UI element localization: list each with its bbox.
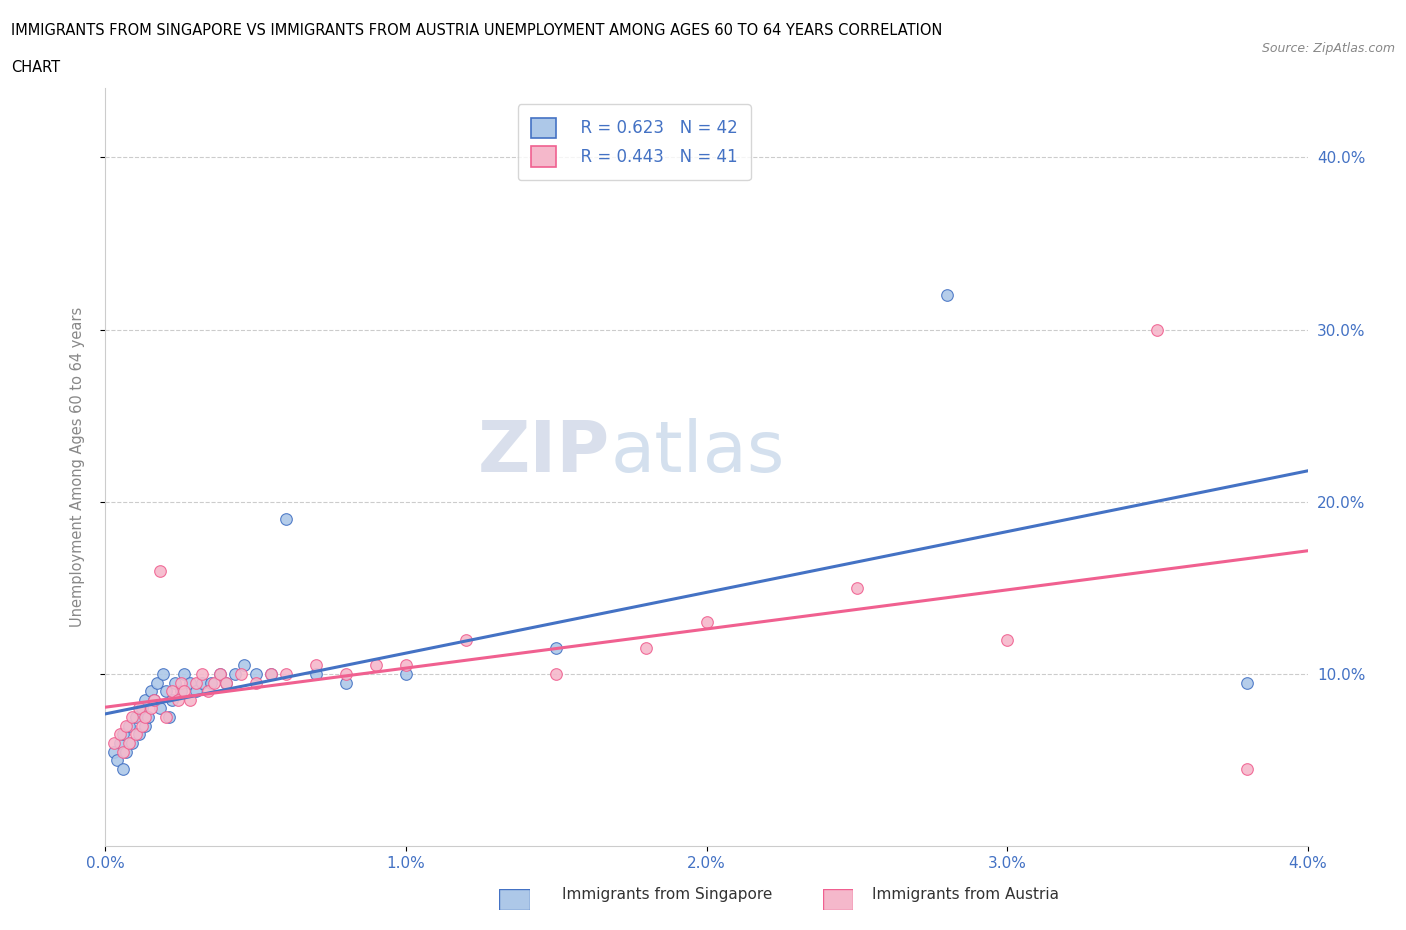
Point <box>995 632 1018 647</box>
Point <box>546 641 568 656</box>
Text: Source: ZipAtlas.com: Source: ZipAtlas.com <box>1261 42 1395 55</box>
Point <box>1146 322 1168 337</box>
Point <box>110 727 132 742</box>
Point <box>134 693 156 708</box>
Point <box>134 718 156 733</box>
Point <box>696 615 718 630</box>
Point <box>202 675 225 690</box>
Point <box>139 701 162 716</box>
Point <box>305 667 328 682</box>
Point <box>139 684 162 698</box>
Point <box>169 684 191 698</box>
Point <box>155 684 177 698</box>
Point <box>124 710 146 724</box>
Point <box>128 701 150 716</box>
Point <box>157 710 180 724</box>
Point <box>229 667 252 682</box>
Point <box>224 667 246 682</box>
Point <box>148 701 170 716</box>
Point <box>208 667 231 682</box>
Point <box>1236 675 1258 690</box>
Point <box>214 675 236 690</box>
Point <box>260 667 283 682</box>
Point <box>115 744 138 759</box>
Point <box>112 727 135 742</box>
Point <box>107 752 129 767</box>
Point <box>200 675 222 690</box>
Point <box>166 693 188 708</box>
Point <box>232 658 254 673</box>
Point <box>142 693 165 708</box>
Point <box>155 710 177 724</box>
Legend:   R = 0.623   N = 42,   R = 0.443   N = 41: R = 0.623 N = 42, R = 0.443 N = 41 <box>517 104 751 179</box>
Point <box>936 287 959 302</box>
Point <box>260 667 283 682</box>
Point <box>179 675 201 690</box>
Point <box>163 675 186 690</box>
Point <box>245 675 267 690</box>
Point <box>197 684 219 698</box>
Point <box>245 667 267 682</box>
Point <box>131 701 153 716</box>
Point <box>364 658 387 673</box>
Text: Immigrants from Austria: Immigrants from Austria <box>872 887 1059 902</box>
Point <box>190 667 212 682</box>
Point <box>121 710 143 724</box>
Point <box>142 693 165 708</box>
Point <box>395 658 418 673</box>
Point <box>115 718 138 733</box>
Point <box>118 718 141 733</box>
Point <box>173 667 195 682</box>
Point <box>305 658 328 673</box>
Point <box>190 675 212 690</box>
Point <box>636 641 658 656</box>
Text: ZIP: ZIP <box>478 418 610 486</box>
Point <box>179 693 201 708</box>
Point <box>274 667 297 682</box>
Text: Immigrants from Singapore: Immigrants from Singapore <box>562 887 773 902</box>
Text: CHART: CHART <box>11 60 60 75</box>
Point <box>112 762 135 777</box>
Text: atlas: atlas <box>610 418 785 486</box>
Point <box>148 564 170 578</box>
Point <box>335 675 357 690</box>
Point <box>845 580 868 595</box>
Y-axis label: Unemployment Among Ages 60 to 64 years: Unemployment Among Ages 60 to 64 years <box>70 307 84 628</box>
Point <box>152 667 174 682</box>
Point <box>110 736 132 751</box>
Point <box>395 667 418 682</box>
Point <box>214 675 236 690</box>
Point <box>118 736 141 751</box>
Point <box>184 675 207 690</box>
Point <box>136 710 159 724</box>
Point <box>103 736 125 751</box>
Point <box>184 684 207 698</box>
Point <box>112 744 135 759</box>
Point <box>274 512 297 526</box>
Point <box>121 736 143 751</box>
Text: IMMIGRANTS FROM SINGAPORE VS IMMIGRANTS FROM AUSTRIA UNEMPLOYMENT AMONG AGES 60 : IMMIGRANTS FROM SINGAPORE VS IMMIGRANTS … <box>11 23 942 38</box>
Point <box>103 744 125 759</box>
Point <box>128 727 150 742</box>
Point <box>173 684 195 698</box>
Point <box>169 675 191 690</box>
Point <box>1236 762 1258 777</box>
Point <box>134 710 156 724</box>
Point <box>454 632 477 647</box>
Point <box>131 718 153 733</box>
Point <box>546 667 568 682</box>
Point <box>208 667 231 682</box>
Point <box>160 693 183 708</box>
Point <box>160 684 183 698</box>
Point <box>335 667 357 682</box>
Point <box>124 727 146 742</box>
Point <box>145 675 167 690</box>
